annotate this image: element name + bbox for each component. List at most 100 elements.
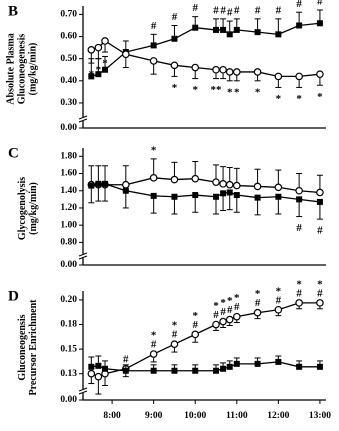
annotation: * bbox=[89, 69, 95, 81]
data-point bbox=[225, 180, 234, 189]
y-tick-label: 0.80 bbox=[60, 238, 77, 248]
axis-break-gap bbox=[79, 117, 87, 121]
data-point bbox=[192, 367, 199, 374]
data-point bbox=[253, 68, 262, 76]
y-tick-label: 0.30 bbox=[60, 98, 77, 108]
data-point bbox=[232, 68, 241, 76]
data-point bbox=[170, 175, 179, 184]
x-tick-label: 13:00 bbox=[309, 411, 331, 421]
annotation: # bbox=[123, 353, 129, 365]
y-axis-label: Absolute Plasma bbox=[5, 33, 16, 104]
data-point bbox=[232, 181, 241, 190]
annotation: # bbox=[296, 222, 302, 234]
data-point bbox=[95, 362, 102, 369]
y-tick-label: 1.40 bbox=[60, 186, 77, 196]
data-point bbox=[87, 46, 96, 54]
data-point bbox=[94, 372, 103, 381]
x-tick-label: 11:00 bbox=[226, 411, 248, 421]
data-point bbox=[213, 26, 220, 33]
annotation: * bbox=[317, 91, 323, 103]
data-point bbox=[191, 63, 200, 72]
data-point bbox=[212, 65, 220, 74]
annotation: # bbox=[192, 2, 198, 14]
annotation: * bbox=[172, 320, 178, 332]
annotation: * bbox=[227, 295, 233, 307]
data-point bbox=[316, 70, 324, 78]
data-point bbox=[149, 174, 158, 182]
data-point bbox=[150, 42, 157, 49]
annotation: # bbox=[234, 301, 240, 313]
annotation: * bbox=[296, 93, 302, 105]
annotation: # bbox=[317, 0, 323, 8]
data-point bbox=[170, 340, 179, 348]
y-tick-label: 0.00 bbox=[60, 395, 77, 405]
data-point bbox=[226, 363, 233, 370]
data-point bbox=[316, 363, 323, 370]
annotation: * bbox=[227, 86, 233, 98]
data-point bbox=[220, 190, 227, 197]
data-point bbox=[122, 180, 130, 189]
data-point bbox=[191, 174, 200, 183]
annotation: * bbox=[317, 278, 323, 290]
data-point bbox=[101, 37, 109, 45]
axis-break-gap bbox=[79, 389, 87, 393]
data-point bbox=[295, 299, 303, 307]
data-point bbox=[253, 182, 262, 191]
y-axis-label: Precursor Enrichment bbox=[28, 299, 39, 396]
y-tick-label: 1.60 bbox=[60, 169, 77, 179]
annotation: # bbox=[172, 11, 178, 23]
annotation: # bbox=[213, 309, 219, 321]
x-tick-label: 10:00 bbox=[184, 411, 206, 421]
x-tick-label: 12:00 bbox=[267, 411, 289, 421]
data-point bbox=[275, 193, 282, 200]
data-point bbox=[102, 66, 109, 73]
data-point bbox=[296, 22, 303, 29]
axis-break bbox=[78, 115, 88, 120]
data-point bbox=[233, 360, 240, 367]
data-point bbox=[171, 367, 178, 374]
data-point bbox=[149, 57, 158, 65]
y-tick-label: 1.20 bbox=[60, 203, 77, 213]
data-point bbox=[295, 72, 303, 81]
annotation: # bbox=[255, 4, 261, 16]
data-point bbox=[274, 72, 283, 81]
y-tick-label: 0.70 bbox=[60, 10, 77, 20]
data-point bbox=[88, 182, 95, 189]
panel-letter: D bbox=[8, 288, 19, 304]
annotation: # bbox=[227, 7, 233, 19]
annotation: # bbox=[172, 329, 178, 341]
axis-break bbox=[78, 390, 88, 395]
data-point bbox=[88, 363, 95, 370]
y-tick-label: 0.60 bbox=[60, 32, 77, 42]
data-point bbox=[149, 350, 158, 358]
data-point bbox=[225, 315, 234, 324]
data-point bbox=[226, 189, 233, 196]
data-point bbox=[212, 178, 220, 186]
data-point bbox=[253, 308, 262, 317]
panel-letter: C bbox=[8, 145, 19, 161]
y-tick-label: 0.40 bbox=[60, 76, 77, 86]
x-tick-label: 8:00 bbox=[103, 411, 121, 421]
data-point bbox=[95, 180, 102, 187]
data-point bbox=[170, 61, 179, 70]
data-point bbox=[102, 365, 109, 372]
data-point bbox=[254, 360, 261, 367]
annotation: # bbox=[296, 0, 302, 10]
y-tick-label: 0.15 bbox=[60, 344, 77, 354]
annotation: * bbox=[276, 285, 282, 297]
data-point bbox=[275, 358, 282, 365]
data-point bbox=[233, 26, 240, 33]
annotation: * bbox=[151, 330, 157, 342]
data-point bbox=[316, 20, 323, 27]
annotation: # bbox=[151, 339, 157, 351]
data-point bbox=[296, 196, 303, 203]
data-point bbox=[150, 367, 157, 374]
data-point bbox=[274, 305, 283, 314]
axis-break bbox=[78, 252, 88, 257]
data-point bbox=[233, 192, 240, 199]
data-point bbox=[122, 50, 130, 59]
y-axis-label: Glycogenolysis bbox=[17, 177, 28, 240]
data-point bbox=[275, 31, 282, 38]
annotation: * bbox=[102, 58, 108, 70]
